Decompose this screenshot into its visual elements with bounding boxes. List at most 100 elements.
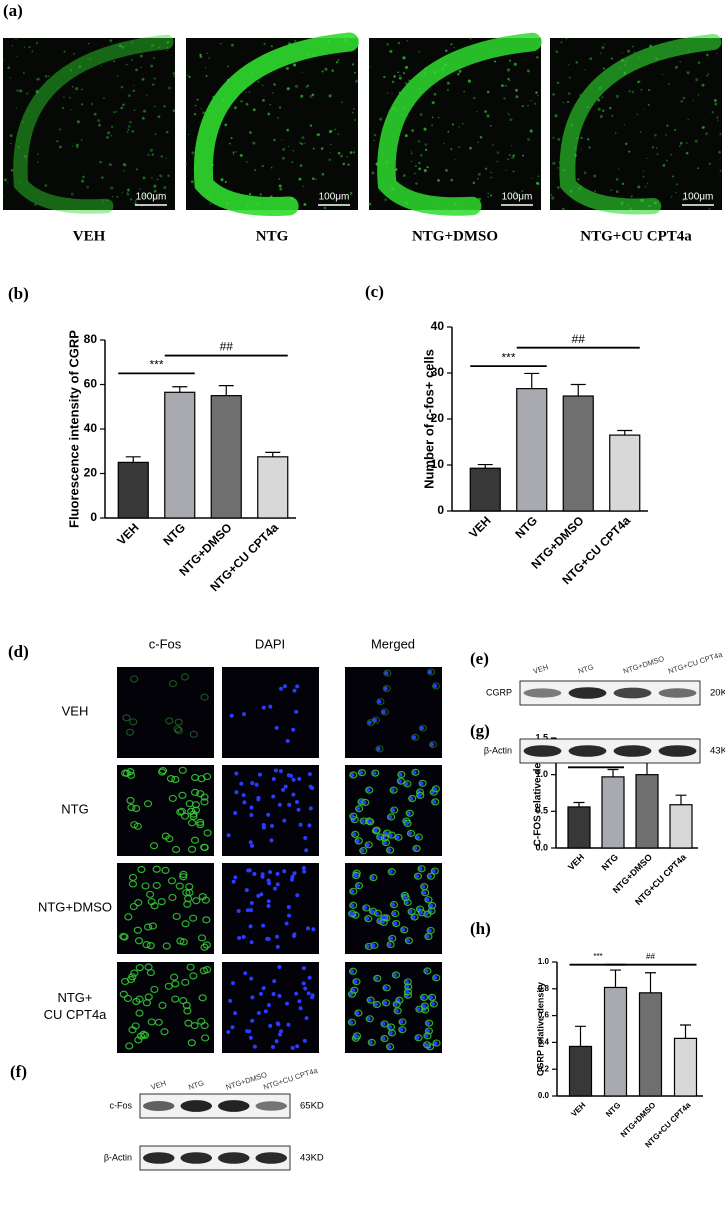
panel-label: (g) <box>470 721 490 740</box>
speck <box>141 77 145 81</box>
speck <box>134 199 137 202</box>
panel-label: (e) <box>470 649 489 668</box>
speck <box>340 154 344 158</box>
speck <box>291 161 294 163</box>
speck <box>299 164 303 168</box>
speck <box>513 62 517 66</box>
speck <box>506 68 511 72</box>
significance-label: *** <box>501 350 515 364</box>
speck <box>109 39 113 43</box>
speck <box>566 101 569 103</box>
speck <box>172 72 176 75</box>
speck <box>375 162 379 166</box>
speck <box>389 49 393 53</box>
speck <box>277 58 280 61</box>
speck <box>719 132 722 136</box>
speck <box>382 181 384 184</box>
nucleus <box>282 684 287 689</box>
y-tick-label: 1.5 <box>535 732 548 742</box>
nucleus <box>226 833 231 838</box>
cell <box>189 730 198 738</box>
cell <box>126 975 136 984</box>
speck <box>469 146 472 150</box>
speck <box>615 94 619 98</box>
cell <box>126 796 135 805</box>
micrograph: 100μm <box>550 34 722 215</box>
speck <box>665 134 668 137</box>
error-bar <box>570 383 586 396</box>
speck <box>611 114 614 117</box>
speck <box>514 197 517 200</box>
speck <box>711 111 714 114</box>
speck <box>485 167 488 170</box>
image-bg <box>3 38 175 210</box>
nucleus <box>366 1016 371 1021</box>
speck <box>674 128 677 132</box>
nucleus <box>272 979 277 984</box>
speck <box>118 44 122 48</box>
speck <box>705 53 709 57</box>
speck <box>552 136 555 139</box>
speck <box>462 123 464 125</box>
speck <box>717 119 719 122</box>
cell <box>379 918 388 927</box>
speck <box>166 40 170 44</box>
cell <box>143 800 153 808</box>
cell <box>181 978 190 986</box>
speck <box>334 128 337 131</box>
nucleus <box>256 797 261 802</box>
speck <box>16 89 19 92</box>
tissue-arc <box>559 34 722 215</box>
nucleus <box>249 812 254 817</box>
speck <box>220 101 223 103</box>
cell <box>431 785 440 793</box>
speck <box>621 51 623 54</box>
nucleus <box>278 1029 283 1034</box>
speck <box>675 191 677 194</box>
nucleus <box>230 981 235 986</box>
speck <box>199 55 203 58</box>
cell <box>396 777 405 785</box>
scale-label: 100μm <box>502 192 533 203</box>
speck <box>302 185 304 188</box>
micrograph <box>117 863 214 954</box>
cell <box>172 912 181 921</box>
speck <box>240 100 243 103</box>
speck <box>187 133 190 135</box>
speck <box>61 106 64 110</box>
speck <box>346 156 349 158</box>
nucleus <box>282 869 287 874</box>
cell <box>429 1000 438 1008</box>
speck <box>281 139 283 141</box>
speck <box>577 187 581 191</box>
nucleus <box>404 979 409 984</box>
nucleus <box>426 1021 431 1026</box>
nucleus <box>382 840 387 845</box>
speck <box>701 125 705 129</box>
speck <box>601 109 605 112</box>
speck <box>473 96 476 100</box>
speck <box>586 138 590 141</box>
nucleus <box>301 981 306 986</box>
nucleus <box>427 928 432 933</box>
nucleus <box>349 911 354 916</box>
nucleus <box>350 903 355 908</box>
speck <box>76 146 79 149</box>
nucleus <box>274 1039 279 1044</box>
nucleus <box>246 868 251 873</box>
nucleus <box>297 776 302 781</box>
cell <box>368 907 378 915</box>
cell <box>385 846 395 854</box>
nucleus <box>425 897 430 902</box>
row-label: VEH <box>62 703 89 718</box>
speck <box>447 130 450 133</box>
speck <box>245 91 247 93</box>
nucleus <box>409 796 414 801</box>
speck <box>446 81 450 85</box>
speck <box>490 171 492 174</box>
nucleus <box>350 772 355 777</box>
cell <box>416 791 425 799</box>
cell <box>408 794 417 803</box>
cell <box>388 934 397 943</box>
speck <box>199 53 202 56</box>
